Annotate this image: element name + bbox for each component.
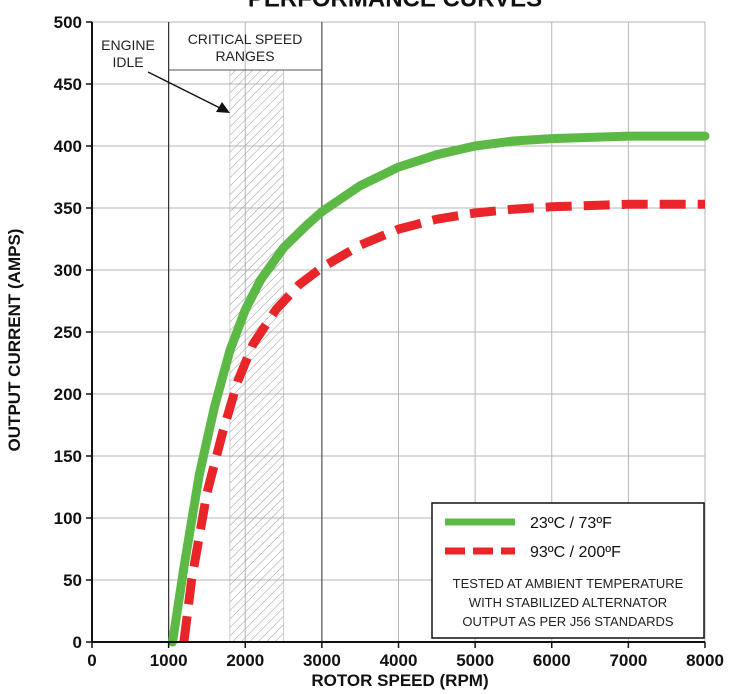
annotation-arrow [147,71,225,111]
x-tick-label: 3000 [303,651,341,670]
legend: 23ºC / 73ºF 93ºC / 200ºF TESTED AT AMBIENT… [431,502,705,639]
y-tick-label: 0 [73,633,82,652]
series-line-1 [179,199,705,643]
legend-label-0: 23ºC / 73ºF [530,515,612,532]
x-tick-label: 2000 [226,651,264,670]
x-tick-label: 5000 [456,651,494,670]
y-tick-label: 450 [54,75,82,94]
engine-idle-label-line1: ENGINE [101,37,155,53]
test-note-line: OUTPUT AS PER J56 STANDARDS [462,614,674,629]
x-tick-label: 7000 [609,651,647,670]
x-tick-label: 4000 [380,651,418,670]
y-tick-label: 50 [63,571,82,590]
test-note-line: WITH STABILIZED ALTERNATOR [469,595,667,610]
engine-idle-label-line2: IDLE [112,54,143,70]
series-line-0 [168,131,710,647]
y-tick-label: 350 [54,199,82,218]
legend-label-1: 93ºC / 200ºF [530,544,621,561]
x-axis-label: ROTOR SPEED (RPM) [311,671,488,690]
x-tick-label: 8000 [686,651,724,670]
critical-speed-label-line1: CRITICAL SPEED [188,31,303,47]
critical-speed-band [229,69,284,643]
y-tick-label: 150 [54,447,82,466]
y-tick-label: 500 [54,13,82,32]
y-tick-label: 250 [54,323,82,342]
y-tick-label: 300 [54,261,82,280]
series-lines [168,131,710,647]
chart-title: PERFORMANCE CURVES [248,0,542,12]
critical-speed-label-line2: RANGES [215,48,274,64]
y-tick-label: 400 [54,137,82,156]
axes: 0 1000 2000 3000 4000 5000 6000 7000 8000 0 50 100 1… [54,13,724,670]
x-tick-label: 6000 [533,651,571,670]
x-tick-label: 1000 [150,651,188,670]
x-tick-label: 0 [87,651,96,670]
test-note-line: TESTED AT AMBIENT TEMPERATURE [453,576,684,591]
y-tick-label: 100 [54,509,82,528]
y-axis-label: OUTPUT CURRENT (AMPS) [5,229,24,452]
arrow-head-icon [216,102,230,113]
y-tick-label: 200 [54,385,82,404]
